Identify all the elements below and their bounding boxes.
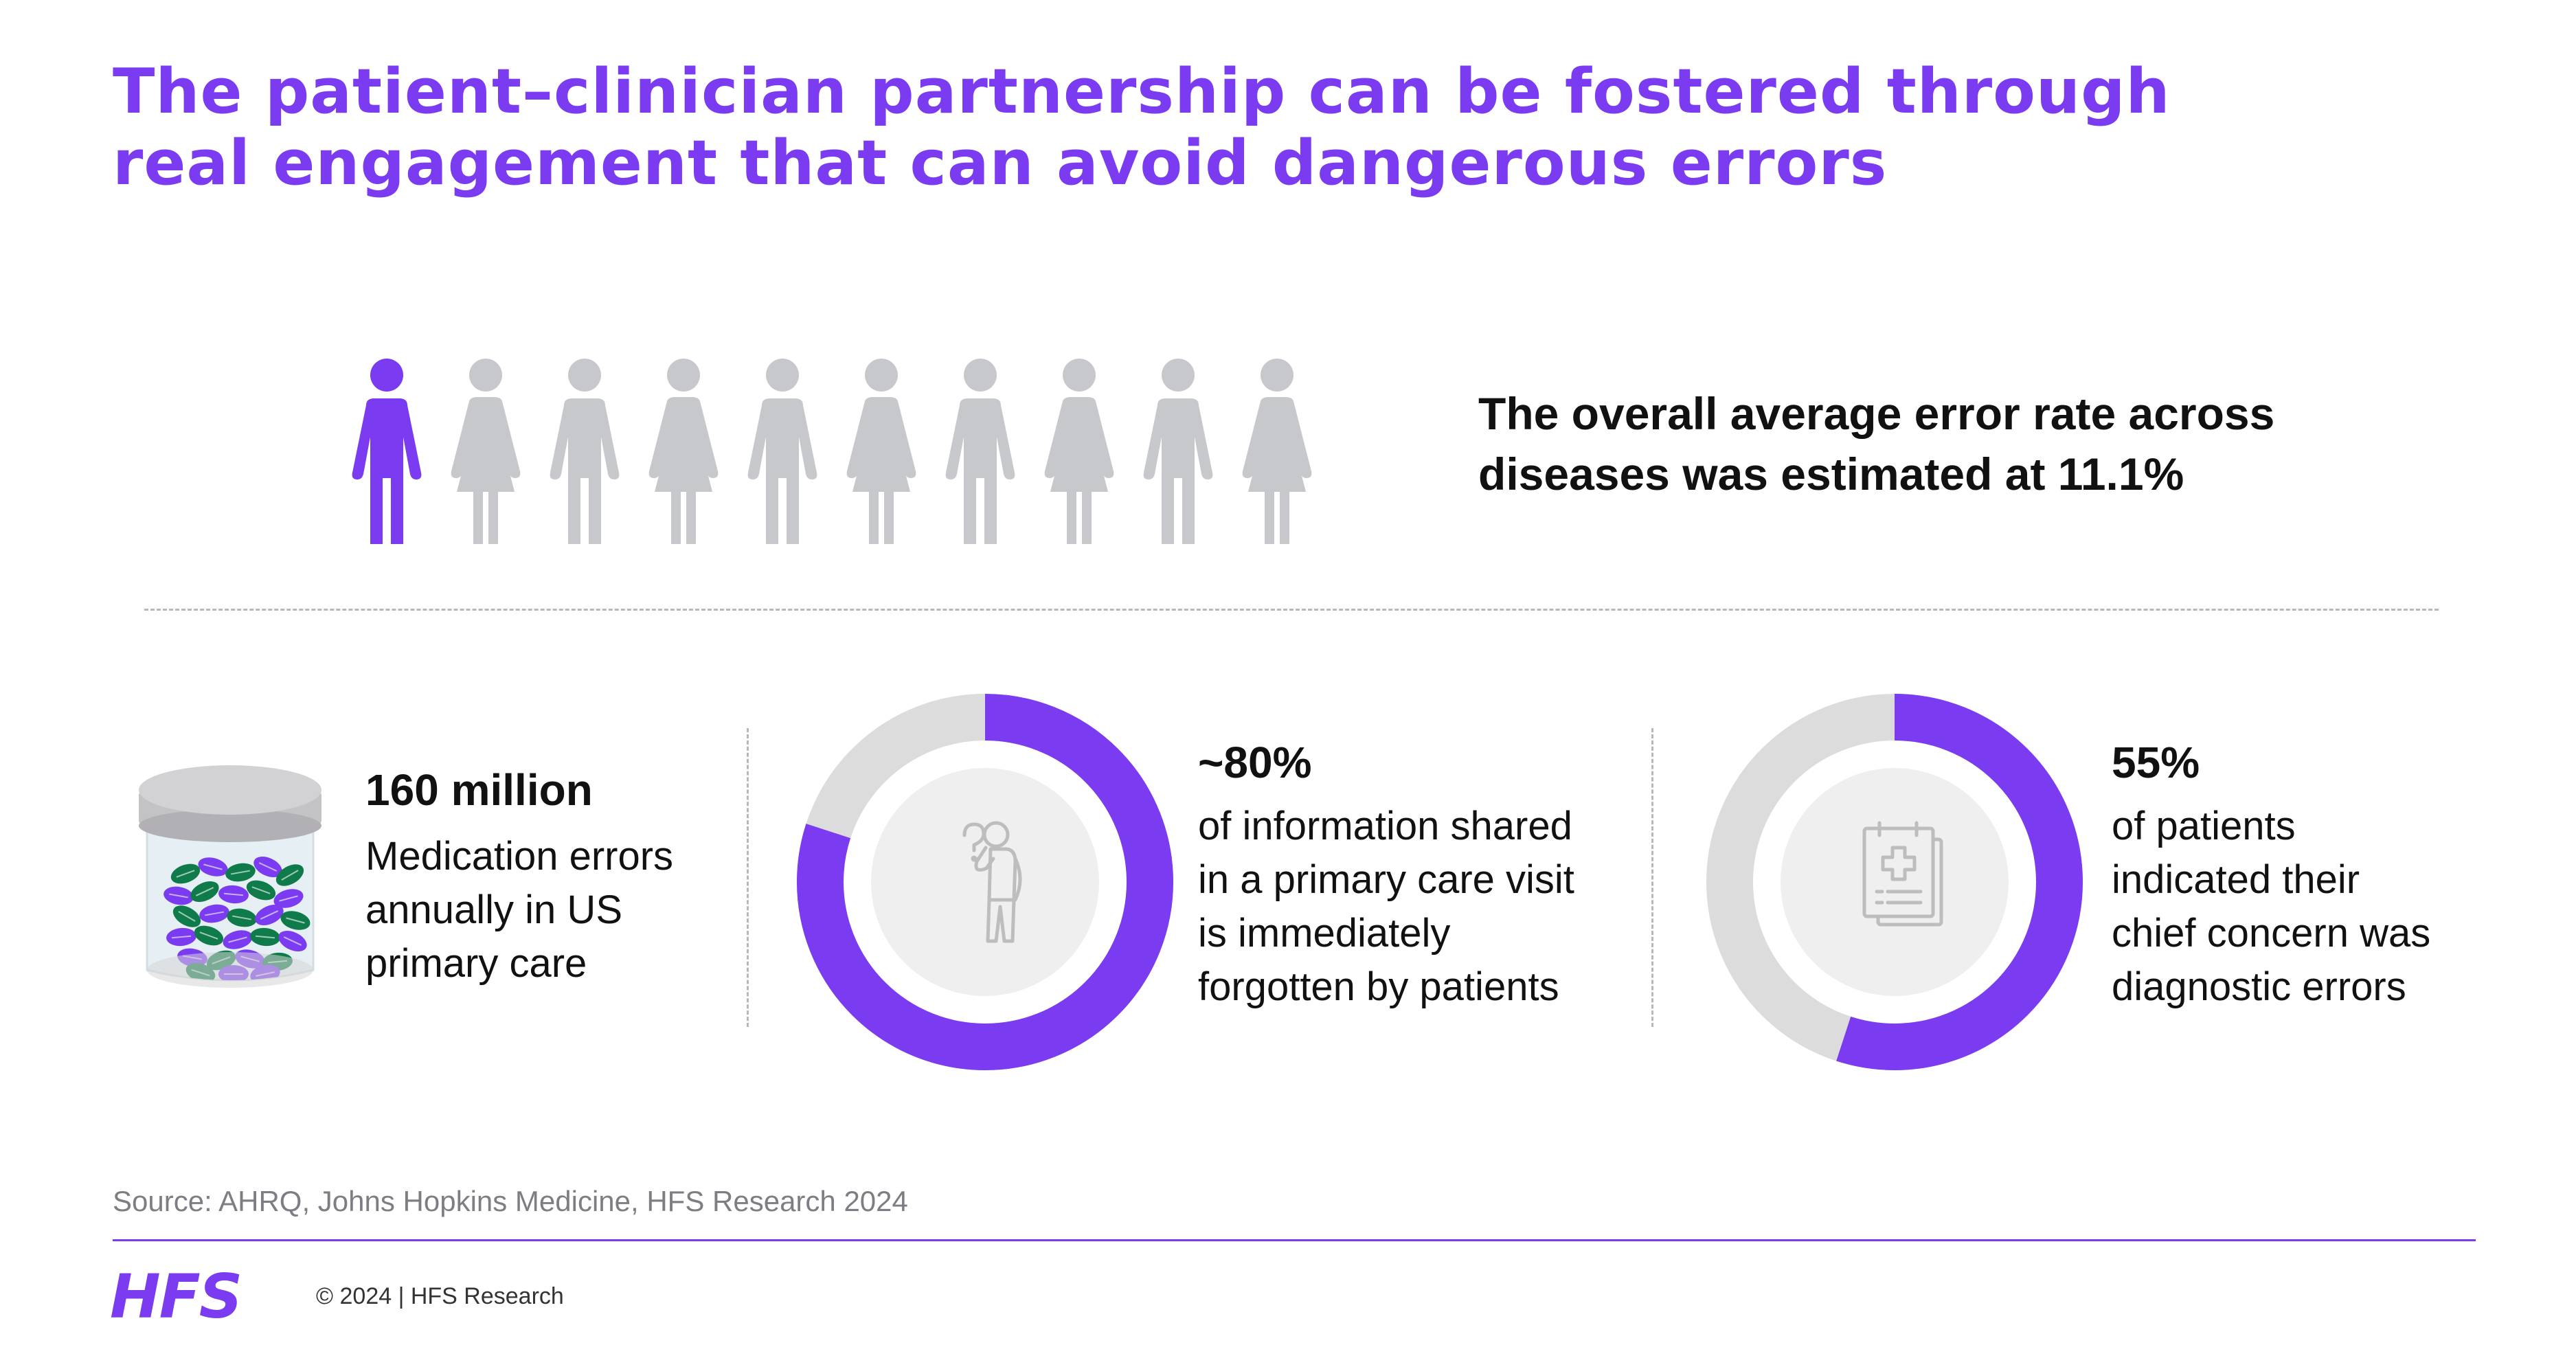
stat-info-forgotten-value: ~80% [1198,738,1312,787]
title-line-2: real engagement that can avoid dangerous… [113,127,1888,199]
pill-score-line [228,936,247,943]
stat-line: chief concern was [2112,911,2431,956]
person-icon-3 [538,357,631,544]
donut-inner-disc [871,768,1099,996]
pill-score-line [279,895,298,902]
pill-score-line [195,887,214,896]
person-icon-2 [439,357,532,544]
source-note: Source: AHRQ, Johns Hopkins Medicine, HF… [113,1185,908,1217]
pill-score-line [176,870,195,878]
medical-report-icon [1862,821,1943,927]
pill-score-line [255,935,275,939]
stat-line: indicated their [2112,857,2360,902]
person-icon-1 [340,357,433,544]
person-icon-7 [934,357,1027,544]
person-icon-5 [736,357,829,544]
pill-score-line [231,870,250,875]
pill-score-line [258,862,278,872]
stat-line: forgotten by patients [1198,964,1559,1009]
stat-diagnostic-concern-value: 55% [2112,738,2200,787]
column-divider-2 [1651,728,1653,1027]
stat-medication-errors-description: Medication errors annually in US primary… [365,830,673,991]
donut-arc-value [797,694,1173,1070]
stat-line: in a primary care visit [1198,857,1574,902]
stat-line: primary care [365,941,587,986]
donut-chart-info-forgotten [797,694,1173,1070]
pill-score-line [199,931,218,940]
title-line-1: The patient–clinician partnership can be… [113,56,2171,128]
stat-diagnostic-concern-description: of patients indicated their chief concer… [2112,800,2430,1014]
overall-error-rate-text: The overall average error rate across di… [1478,383,2371,504]
copyright-text: © 2024 | HFS Research [316,1283,564,1309]
pill-score-line [223,892,244,896]
pill-score-line [169,893,188,898]
stat-line: annually in US [365,888,622,932]
pill-score-line [171,935,192,939]
stat-line: is immediately [1198,911,1451,956]
confused-person-icon [962,821,1022,943]
pill-jar-icon [137,764,323,995]
overall-error-rate-line-1: The overall average error rate across [1478,388,2275,439]
donut-arc-value [1706,694,2083,1070]
pill-score-line [251,886,271,894]
donut-chart-diagnostic-concern [1706,694,2083,1070]
pill-score-line [178,911,196,922]
overall-error-rate-line-2: diseases was estimated at 11.1% [1478,449,2184,499]
pill-score-line [205,911,224,916]
hfs-logo: HFS [110,1261,242,1332]
pill-score-line [260,910,279,920]
person-icon-10 [1230,357,1324,544]
column-divider-1 [747,728,749,1027]
person-icon-4 [637,357,730,544]
stat-info-forgotten-description: of information shared in a primary care … [1198,800,1574,1014]
pill-score-line [286,917,305,924]
page-title: The patient–clinician partnership can be… [113,56,2483,199]
person-icon-8 [1032,357,1126,544]
stat-line: Medication errors [365,834,674,879]
stat-line: of information shared [1198,804,1572,848]
footer-divider [113,1239,2476,1241]
pill-score-line [283,936,302,946]
pill-score-line [232,915,251,920]
stat-line: diagnostic errors [2112,964,2406,1009]
person-icon-6 [835,357,928,544]
person-icon-9 [1131,357,1225,544]
people-pictogram [340,357,1336,550]
pill-score-line [281,870,299,881]
pill-score-line [203,863,223,870]
stat-line: of patients [2112,804,2296,848]
section-divider [144,609,2439,611]
stat-medication-errors-value: 160 million [365,765,593,815]
